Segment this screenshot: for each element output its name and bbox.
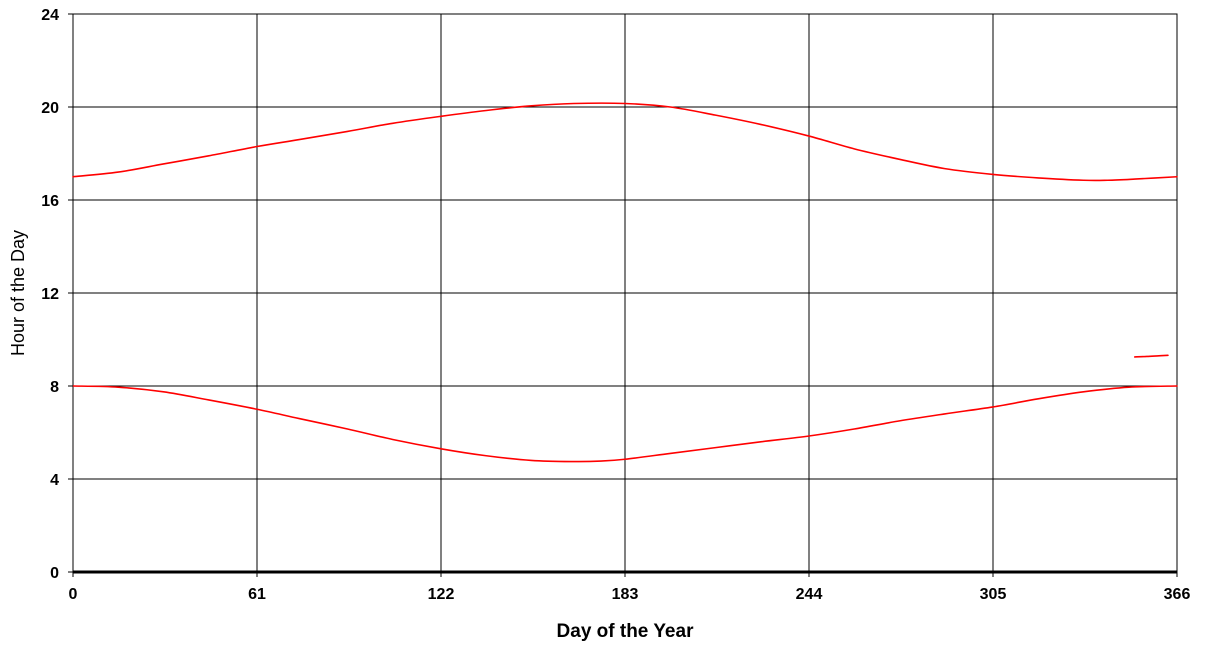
y-tick-label: 16 [41, 193, 59, 210]
series-layer [72, 102, 1178, 463]
y-tick-label: 24 [41, 7, 59, 24]
y-axis-title: Hour of the Day [8, 230, 28, 356]
y-tick-label: 20 [41, 100, 59, 117]
y-tick-label: 8 [50, 379, 59, 396]
series-line-1 [72, 102, 1178, 182]
x-tick-label: 366 [1164, 586, 1191, 603]
grid-layer [72, 13, 1178, 573]
y-tick-label: 12 [41, 286, 59, 303]
y-tick-label: 4 [50, 472, 59, 489]
series-line-3 [1133, 354, 1169, 358]
x-tick-label: 61 [248, 586, 266, 603]
y-tick-label: 0 [50, 565, 59, 582]
x-tick-label: 183 [612, 586, 639, 603]
x-axis-title: Day of the Year [557, 621, 695, 642]
x-tick-label: 0 [69, 586, 78, 603]
tick-layer: 0 61 122 183 244 305 366 0 4 8 12 16 20 24 [41, 7, 1190, 603]
series-line-2 [72, 385, 1178, 463]
x-tick-label: 122 [428, 586, 455, 603]
x-tick-label: 244 [796, 586, 823, 603]
x-tick-label: 305 [980, 586, 1007, 603]
